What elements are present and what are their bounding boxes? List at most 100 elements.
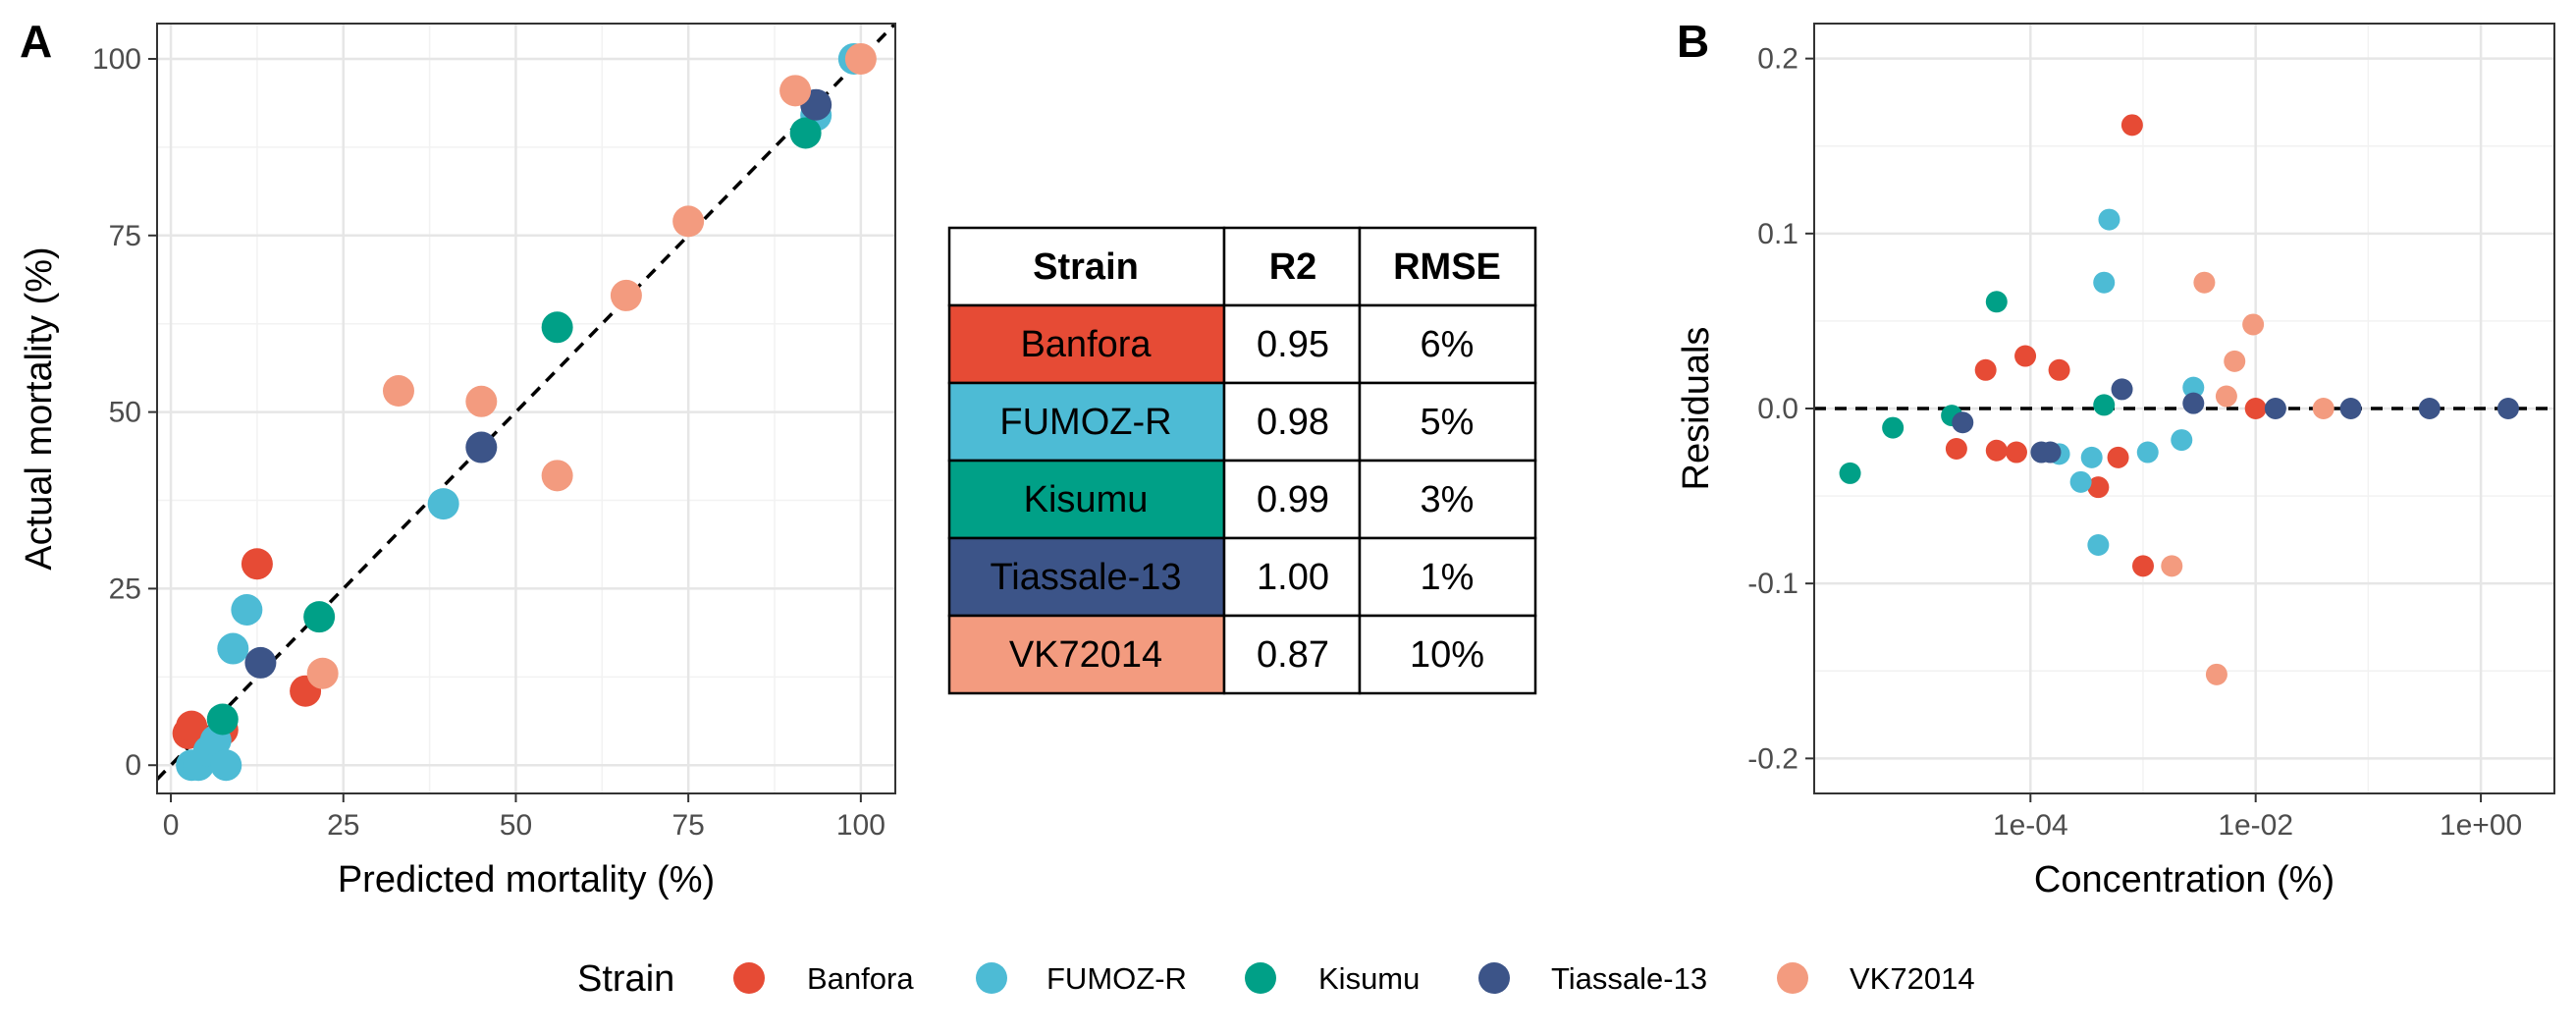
point-tiassale-13: [2182, 392, 2205, 414]
table-cell-strain: VK72014: [1009, 634, 1162, 676]
point-banfora: [2005, 441, 2027, 463]
table-cell: [1358, 303, 1537, 385]
fit-statistics-table: Strain R2 RMSE Banfora 0.95 6% FUMOZ-R 0…: [947, 226, 1537, 695]
legend-label-vk72014: VK72014: [1850, 961, 1975, 996]
point-fumoz-r: [2069, 470, 2092, 493]
table-header-rmse: RMSE: [1393, 246, 1501, 288]
legend-key-fumoz-r: [976, 962, 1007, 994]
y-tick-label: 100: [92, 43, 141, 76]
table-cell: [1358, 614, 1537, 695]
point-vk72014: [541, 460, 573, 492]
point-vk72014: [2161, 555, 2183, 577]
point-fumoz-r: [2093, 271, 2116, 294]
point-banfora: [1985, 439, 2008, 462]
point-banfora: [2131, 555, 2154, 577]
panel-a-points: [172, 42, 877, 782]
table-cell: [947, 459, 1226, 540]
panel-a-x-ticks: 0 25 50 75 100: [163, 793, 886, 842]
point-vk72014: [306, 657, 339, 689]
y-tick-label: 0.0: [1757, 393, 1798, 425]
legend-label-tiassale-13: Tiassale-13: [1551, 961, 1707, 996]
point-kisumu: [1882, 416, 1905, 439]
table-header-strain: Strain: [1033, 246, 1139, 288]
point-fumoz-r: [210, 749, 242, 782]
x-tick-label: 100: [836, 809, 886, 842]
point-vk72014: [2312, 398, 2334, 419]
legend-key-vk72014: [1777, 962, 1808, 994]
point-fumoz-r: [217, 632, 249, 665]
table-cell-rmse: 3%: [1421, 479, 1475, 520]
point-fumoz-r: [427, 488, 459, 520]
panel-a-x-axis-title: Predicted mortality (%): [338, 859, 715, 900]
table-cell-strain: Kisumu: [1024, 479, 1149, 520]
panel-b-x-ticks: 1e-04 1e-02 1e+00: [1993, 793, 2522, 842]
x-tick-label: 1e-02: [2218, 809, 2293, 842]
x-tick-label: 75: [671, 809, 704, 842]
point-tiassale-13: [2039, 441, 2062, 463]
point-fumoz-r: [2182, 376, 2205, 399]
table-cell-rmse: 10%: [1410, 634, 1484, 676]
legend-key-kisumu: [1245, 962, 1276, 994]
panel-a-grid: [157, 24, 895, 793]
panel-b-points: [1839, 114, 2519, 685]
point-vk72014: [465, 385, 498, 417]
table-cell-r2: 0.95: [1257, 324, 1329, 365]
point-banfora: [2048, 358, 2070, 381]
point-tiassale-13: [2264, 398, 2286, 419]
table-cell-strain: Banfora: [1020, 324, 1152, 365]
table-cell: [947, 614, 1226, 695]
point-kisumu: [789, 117, 822, 149]
point-banfora: [2120, 114, 2143, 136]
point-vk72014: [2215, 385, 2237, 408]
point-tiassale-13: [1952, 411, 1974, 434]
scatter-panel-b: 1e-04 1e-02 1e+00 -0.2 -0.1 0.0 0.1 0.2 Concen…: [1676, 23, 2555, 900]
point-vk72014: [672, 205, 705, 238]
x-tick-label: 0: [163, 809, 180, 842]
table-cell-r2: 0.98: [1257, 402, 1329, 443]
panel-a-y-axis-title: Actual mortality (%): [19, 246, 60, 570]
table-header-r2: R2: [1269, 246, 1317, 288]
point-kisumu: [303, 601, 336, 633]
point-fumoz-r: [2087, 533, 2110, 556]
point-vk72014: [844, 42, 877, 75]
panel-a-tag: A: [20, 16, 52, 67]
x-tick-label: 25: [327, 809, 359, 842]
point-kisumu: [2093, 394, 2116, 416]
table-cell-r2: 1.00: [1257, 557, 1329, 598]
panel-a-y-ticks: 0 25 50 75 100: [92, 43, 157, 782]
point-fumoz-r: [2080, 446, 2103, 468]
scatter-panel-a: 0 25 50 75 100 0 25 50 75 100 Predicted mortalit…: [19, 23, 896, 900]
panel-b-tag: B: [1677, 16, 1709, 67]
point-fumoz-r: [2136, 441, 2159, 463]
point-kisumu: [206, 703, 239, 736]
point-tiassale-13: [2339, 398, 2362, 419]
point-banfora: [2244, 398, 2267, 419]
legend-label-kisumu: Kisumu: [1318, 961, 1420, 996]
table-cell-r2: 0.87: [1257, 634, 1329, 676]
y-tick-label: 25: [109, 573, 141, 605]
point-tiassale-13: [2496, 398, 2519, 419]
panel-a-reference-line: [157, 24, 895, 781]
point-tiassale-13: [2418, 398, 2441, 419]
panel-a-border: [156, 23, 896, 794]
point-fumoz-r: [2171, 429, 2193, 452]
point-vk72014: [2205, 663, 2227, 685]
table-header-cell: [1358, 226, 1537, 307]
point-tiassale-13: [2111, 378, 2133, 401]
table-cell: [1222, 536, 1362, 618]
point-vk72014: [2242, 313, 2265, 336]
y-tick-label: 0.1: [1757, 218, 1798, 250]
point-vk72014: [610, 279, 642, 311]
point-banfora: [1974, 358, 1997, 381]
legend-key-banfora: [733, 962, 765, 994]
identity-line: [157, 24, 895, 781]
point-banfora: [2087, 476, 2110, 499]
y-tick-label: 50: [109, 397, 141, 429]
legend: Strain Banfora FUMOZ-R Kisumu Tiassale-1…: [577, 958, 1975, 1000]
table-cell-strain: FUMOZ-R: [999, 402, 1171, 443]
point-kisumu: [1839, 462, 1861, 484]
y-tick-label: -0.2: [1747, 742, 1798, 775]
table-header-cell: [947, 226, 1226, 307]
table-cell-rmse: 5%: [1421, 402, 1475, 443]
